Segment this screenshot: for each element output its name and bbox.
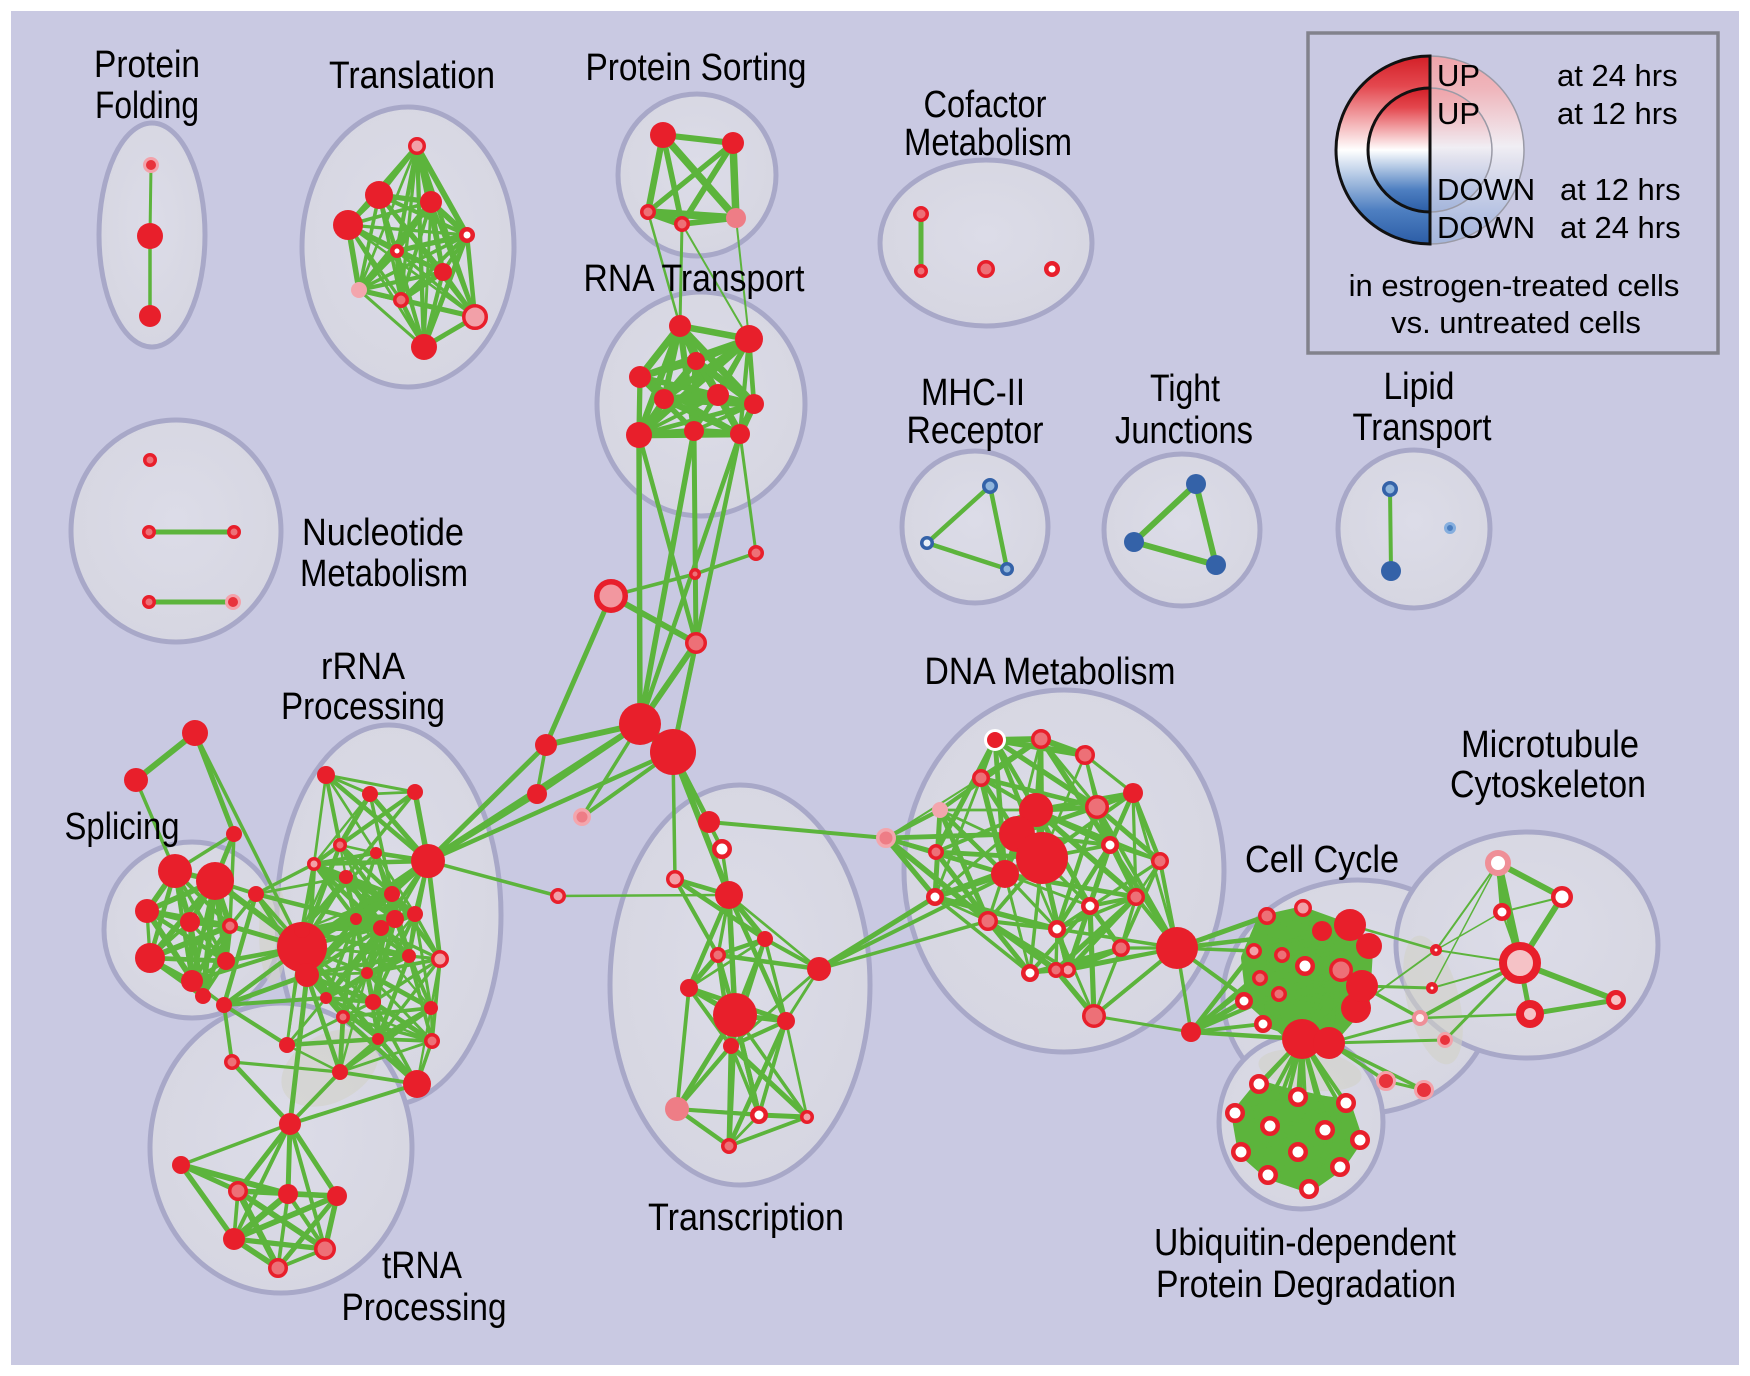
- svg-text:DOWN: DOWN: [1437, 210, 1535, 245]
- svg-text:UP: UP: [1437, 58, 1480, 93]
- svg-text:RNA Transport: RNA Transport: [584, 258, 805, 300]
- svg-text:Microtubule: Microtubule: [1461, 724, 1639, 766]
- svg-text:in estrogen-treated cells: in estrogen-treated cells: [1349, 268, 1680, 303]
- svg-text:at 12 hrs: at 12 hrs: [1557, 96, 1678, 131]
- svg-text:Transport: Transport: [1353, 407, 1492, 449]
- svg-text:Receptor: Receptor: [907, 410, 1044, 452]
- svg-text:Metabolism: Metabolism: [300, 553, 468, 595]
- svg-text:vs. untreated cells: vs. untreated cells: [1391, 305, 1641, 340]
- svg-text:Processing: Processing: [342, 1287, 507, 1329]
- svg-text:Splicing: Splicing: [65, 806, 180, 848]
- svg-text:UP: UP: [1437, 96, 1480, 131]
- svg-text:Folding: Folding: [95, 85, 199, 127]
- svg-text:Metabolism: Metabolism: [904, 122, 1072, 164]
- svg-text:Tight: Tight: [1150, 368, 1220, 410]
- svg-text:Ubiquitin-dependent: Ubiquitin-dependent: [1154, 1222, 1456, 1264]
- svg-text:Processing: Processing: [281, 686, 445, 728]
- svg-text:DOWN: DOWN: [1437, 172, 1535, 207]
- svg-text:at 24 hrs: at 24 hrs: [1557, 58, 1678, 93]
- svg-text:at 24 hrs: at 24 hrs: [1560, 210, 1681, 245]
- svg-text:Transcription: Transcription: [648, 1197, 844, 1239]
- svg-text:tRNA: tRNA: [382, 1245, 463, 1287]
- svg-text:Translation: Translation: [329, 55, 495, 97]
- svg-text:at 12 hrs: at 12 hrs: [1560, 172, 1681, 207]
- svg-text:Protein Degradation: Protein Degradation: [1156, 1264, 1456, 1306]
- svg-text:DNA Metabolism: DNA Metabolism: [925, 651, 1176, 693]
- svg-text:Cell Cycle: Cell Cycle: [1245, 839, 1399, 881]
- svg-text:Cytoskeleton: Cytoskeleton: [1450, 764, 1646, 806]
- svg-text:Lipid: Lipid: [1384, 366, 1455, 408]
- svg-text:Protein Sorting: Protein Sorting: [586, 47, 807, 89]
- svg-text:Cofactor: Cofactor: [924, 84, 1047, 126]
- svg-text:Protein: Protein: [94, 44, 200, 86]
- svg-text:rRNA: rRNA: [321, 646, 406, 688]
- svg-text:MHC-II: MHC-II: [921, 372, 1025, 414]
- svg-text:Junctions: Junctions: [1115, 410, 1253, 452]
- svg-text:Nucleotide: Nucleotide: [302, 512, 464, 554]
